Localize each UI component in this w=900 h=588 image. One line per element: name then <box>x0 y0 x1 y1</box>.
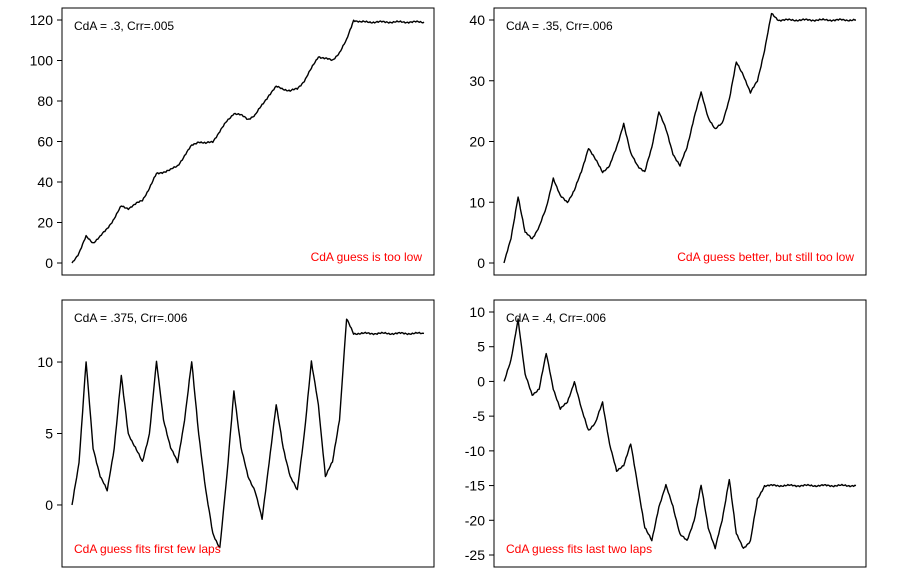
y-tick-label: 20 <box>469 134 485 150</box>
y-tick-label: 20 <box>37 215 53 231</box>
panel-header-label: CdA = .35, Crr=.006 <box>506 19 613 33</box>
y-tick-label: 0 <box>477 373 485 389</box>
y-tick-label: 10 <box>469 304 485 320</box>
y-tick-label: 0 <box>45 255 53 271</box>
y-tick-label: 5 <box>45 426 53 442</box>
series-line <box>503 318 857 550</box>
y-tick-label: 5 <box>477 339 485 355</box>
panel-annotation: CdA guess better, but still too low <box>677 250 854 264</box>
chart-panel-4: -25 -20 -15 -10 -5 0 5 10 CdA = .4, Crr=.006 CdA … <box>465 299 867 568</box>
y-tick-label: 40 <box>37 174 53 190</box>
series-line <box>71 19 425 264</box>
y-tick-label: 0 <box>477 255 485 271</box>
series-line <box>503 12 857 264</box>
plot-frame <box>493 7 867 276</box>
panel-header-label: CdA = .375, Crr=.006 <box>74 311 188 325</box>
series-line <box>71 318 425 549</box>
chart-panel-3: 0 5 10 CdA = .375, Crr=.006 CdA guess fits f… <box>37 299 435 568</box>
y-tick-label: 10 <box>469 194 485 210</box>
plot-frame <box>61 299 435 568</box>
y-tick-label: -15 <box>465 478 485 494</box>
plot-frame <box>61 7 435 276</box>
chart-panel-2: 0 10 20 30 40 CdA = .35, Crr=.006 CdA guess be… <box>469 7 867 276</box>
chart-panel-1: 0 20 40 60 80 100 120 CdA = .3, Crr=.005 CdA gue… <box>30 7 435 276</box>
panel-annotation: CdA guess fits last two laps <box>506 542 652 556</box>
y-tick-label: -5 <box>473 408 486 424</box>
y-tick-label: 100 <box>30 53 54 69</box>
panel-annotation: CdA guess is too low <box>311 250 423 264</box>
plot-frame <box>493 299 867 568</box>
y-tick-label: -20 <box>465 512 485 528</box>
y-tick-label: 120 <box>30 12 54 28</box>
panel-header-label: CdA = .3, Crr=.005 <box>74 19 174 33</box>
y-tick-label: 0 <box>45 497 53 513</box>
y-tick-label: -10 <box>465 443 485 459</box>
y-tick-label: 40 <box>469 12 485 28</box>
y-tick-label: 80 <box>37 93 53 109</box>
panel-annotation: CdA guess fits first few laps <box>74 542 221 556</box>
panel-header-label: CdA = .4, Crr=.006 <box>506 311 606 325</box>
y-tick-label: 60 <box>37 134 53 150</box>
y-tick-label: -25 <box>465 547 485 563</box>
y-tick-label: 10 <box>37 354 53 370</box>
y-tick-label: 30 <box>469 73 485 89</box>
